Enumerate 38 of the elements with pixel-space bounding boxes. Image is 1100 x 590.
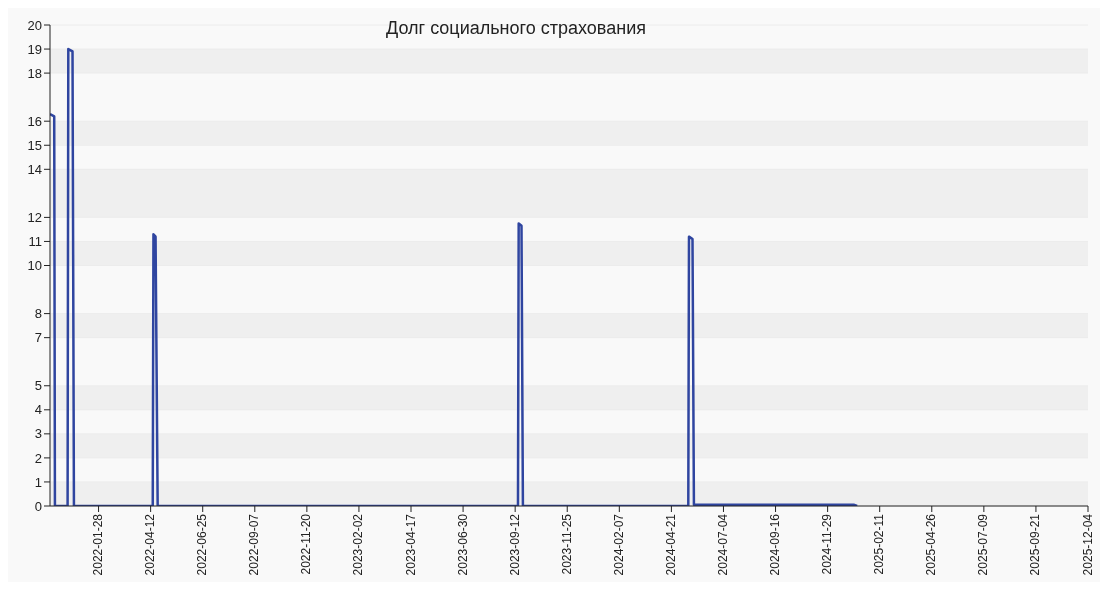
y-tick-label: 20 bbox=[27, 17, 42, 33]
y-tick-label: 18 bbox=[27, 65, 42, 81]
x-tick-label: 2022-04-12 bbox=[143, 513, 158, 576]
y-tick-label: 4 bbox=[34, 402, 42, 418]
y-tick-label: 11 bbox=[28, 234, 42, 250]
x-tick-label: 2022-09-07 bbox=[247, 513, 262, 576]
y-tick-label: 15 bbox=[27, 137, 42, 153]
x-tick-label: 2022-01-28 bbox=[91, 513, 106, 576]
y-tick-label: 2 bbox=[34, 450, 42, 466]
y-tick-label: 3 bbox=[34, 426, 42, 442]
x-tick-label: 2023-04-17 bbox=[403, 513, 418, 576]
y-tick-label: 16 bbox=[27, 113, 42, 129]
x-tick-label: 2023-11-25 bbox=[559, 513, 574, 575]
y-tick-label: 10 bbox=[27, 258, 42, 274]
y-tick-label: 8 bbox=[34, 306, 42, 322]
x-tick-label: 2025-04-26 bbox=[924, 513, 939, 576]
x-tick-label: 2022-06-25 bbox=[195, 513, 210, 576]
x-tick-label: 2022-11-20 bbox=[299, 513, 314, 575]
x-tick-label: 2024-02-07 bbox=[611, 513, 626, 576]
y-tick-label: 12 bbox=[27, 210, 42, 226]
x-tick-label: 2025-02-11 bbox=[872, 513, 887, 575]
x-tick-label: 2024-09-16 bbox=[768, 513, 783, 576]
y-tick-label: 5 bbox=[34, 378, 42, 394]
y-tick-label: 19 bbox=[27, 41, 42, 57]
y-tick-label: 14 bbox=[27, 161, 42, 177]
x-tick-label: 2025-09-21 bbox=[1028, 513, 1043, 576]
y-tick-label: 1 bbox=[34, 474, 42, 490]
x-tick-label: 2024-07-04 bbox=[715, 513, 730, 576]
y-tick-label: 0 bbox=[34, 498, 42, 514]
y-tick-label: 7 bbox=[34, 330, 42, 346]
x-tick-label: 2024-11-29 bbox=[820, 513, 835, 575]
x-tick-label: 2023-09-12 bbox=[507, 513, 522, 576]
x-tick-label: 2023-02-02 bbox=[351, 513, 366, 576]
x-tick-label: 2024-04-21 bbox=[663, 513, 678, 576]
x-tick-label: 2025-12-04 bbox=[1080, 513, 1095, 576]
x-tick-label: 2023-06-30 bbox=[455, 513, 470, 576]
chart-title: Долг социального страхования bbox=[386, 18, 646, 38]
x-tick-label: 2025-07-09 bbox=[976, 513, 991, 576]
